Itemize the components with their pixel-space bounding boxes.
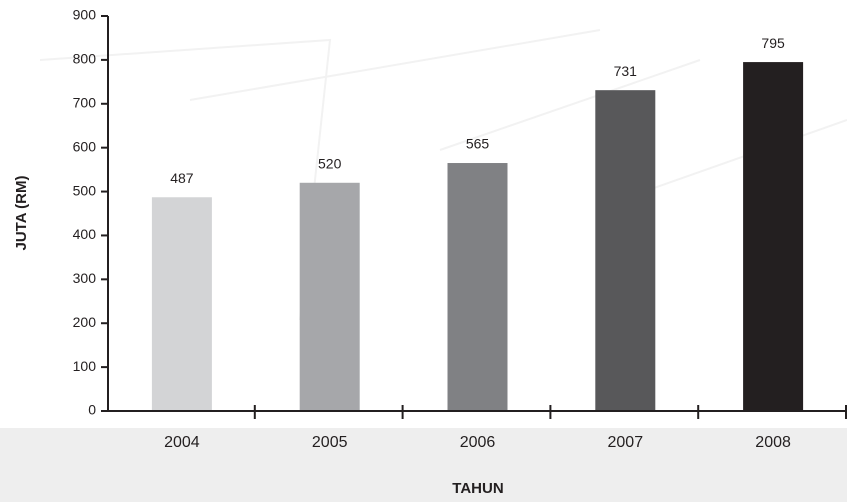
y-tick-label: 800 (73, 51, 97, 67)
y-tick-label: 0 (88, 402, 96, 418)
data-label: 487 (170, 170, 194, 186)
y-tick-label: 400 (73, 226, 97, 242)
y-tick-label: 600 (73, 138, 97, 154)
background-pattern (39, 29, 847, 321)
y-tick-label: 900 (73, 7, 97, 23)
bar (151, 197, 212, 411)
y-tick-label: 100 (73, 358, 97, 374)
x-tick-label: 2004 (164, 434, 200, 451)
bar (299, 182, 360, 411)
x-axis-label: TAHUN (452, 480, 503, 497)
y-tick-label: 300 (73, 270, 97, 286)
x-tick-label: 2005 (312, 434, 348, 451)
y-tick-label: 200 (73, 314, 97, 330)
x-tick-label: 2006 (460, 434, 496, 451)
bottom-band (0, 428, 847, 502)
y-tick-label: 700 (73, 94, 97, 110)
data-label: 520 (318, 155, 342, 171)
data-label: 795 (761, 35, 785, 51)
x-tick-label: 2007 (608, 434, 644, 451)
data-label: 731 (614, 63, 638, 79)
bar (743, 62, 804, 411)
bar (595, 90, 656, 411)
x-tick-label: 2008 (755, 434, 791, 451)
y-axis-label: JUTA (RM) (13, 176, 30, 251)
bar (447, 163, 508, 411)
y-tick-label: 500 (73, 182, 97, 198)
data-label: 565 (466, 136, 490, 152)
